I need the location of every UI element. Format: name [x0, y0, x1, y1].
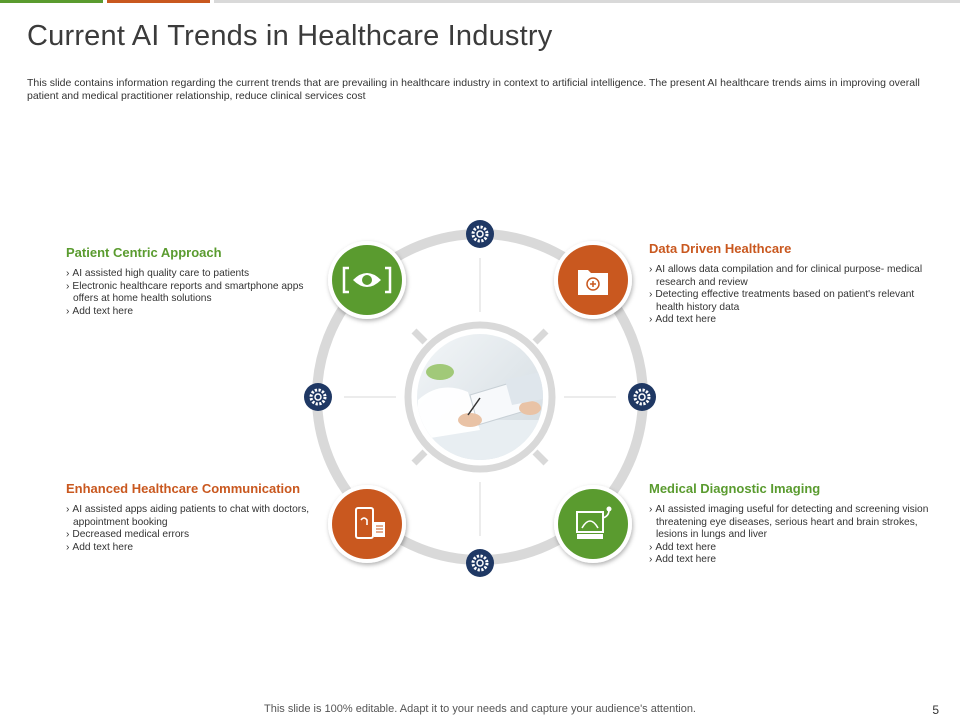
data-driven-block: Data Driven Healthcare AI allows data co…	[649, 241, 941, 327]
communication-heading: Enhanced Healthcare Communication	[66, 481, 301, 496]
list-item: Add text here	[649, 554, 934, 567]
accent-grey-segment	[214, 0, 960, 3]
communication-list: AI assisted apps aiding patients to chat…	[66, 504, 331, 554]
gear-icon-bottom	[466, 549, 494, 577]
gear-icon-left	[304, 383, 332, 411]
inner-ring	[404, 321, 556, 473]
accent-orange-segment	[107, 0, 210, 3]
page-number: 5	[932, 703, 939, 717]
patient-centric-list: AI assisted high quality care to patient…	[66, 268, 328, 318]
list-item: AI assisted high quality care to patient…	[66, 268, 328, 281]
list-item: Add text here	[66, 306, 328, 319]
top-accent-bar	[0, 0, 960, 4]
slide-title: Current AI Trends in Healthcare Industry	[27, 20, 553, 52]
list-item: AI assisted imaging useful for detecting…	[649, 504, 934, 542]
list-item: Detecting effective treatments based on …	[649, 289, 941, 314]
gear-icon-top	[466, 220, 494, 248]
list-item: Add text here	[66, 542, 331, 555]
phone-report-icon	[328, 485, 406, 563]
eye-scan-icon	[328, 241, 406, 319]
inner-ring-ticks	[411, 328, 549, 466]
data-driven-list: AI allows data compilation and for clini…	[649, 264, 941, 327]
imaging-list: AI assisted imaging useful for detecting…	[649, 504, 934, 567]
data-driven-heading: Data Driven Healthcare	[649, 241, 792, 256]
list-item: Electronic healthcare reports and smartp…	[66, 281, 328, 306]
list-item: AI allows data compilation and for clini…	[649, 264, 941, 289]
slide-description: This slide contains information regardin…	[27, 77, 920, 102]
spoke-lines	[344, 258, 616, 536]
communication-block: Enhanced Healthcare Communication AI ass…	[66, 481, 331, 554]
patient-centric-block: Patient Centric Approach AI assisted hig…	[66, 245, 328, 318]
list-item: Add text here	[649, 542, 934, 555]
list-item: AI assisted apps aiding patients to chat…	[66, 504, 331, 529]
patient-centric-heading: Patient Centric Approach	[66, 245, 222, 260]
accent-green-segment	[0, 0, 103, 3]
medical-folder-icon	[554, 241, 632, 319]
list-item: Decreased medical errors	[66, 529, 331, 542]
imaging-heading: Medical Diagnostic Imaging	[649, 481, 821, 496]
ultrasound-monitor-icon	[554, 485, 632, 563]
list-item: Add text here	[649, 314, 941, 327]
footer-note: This slide is 100% editable. Adapt it to…	[264, 703, 696, 715]
imaging-block: Medical Diagnostic Imaging AI assisted i…	[649, 481, 934, 567]
gear-icon-right	[628, 383, 656, 411]
